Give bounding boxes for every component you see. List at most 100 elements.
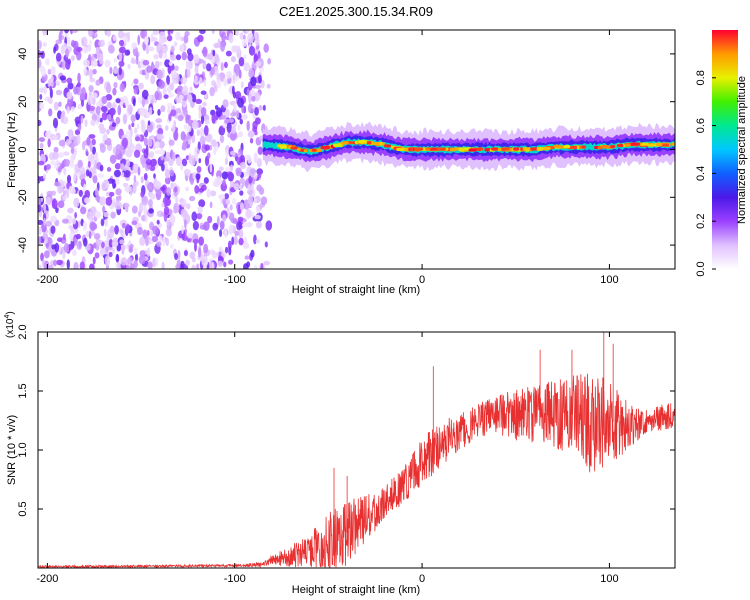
spectrogram-noise-speckle xyxy=(153,54,159,60)
spectrogram-noise-speckle xyxy=(121,137,129,148)
spectrogram-noise-speckle xyxy=(227,171,235,182)
spectrogram-noise-speckle xyxy=(115,98,121,104)
spectrogram-noise-speckle xyxy=(166,186,172,196)
spectrogram-noise-speckle xyxy=(112,67,119,74)
spectrogram-noise-speckle xyxy=(180,44,184,53)
spectrogram-noise-speckle xyxy=(207,215,213,224)
spectrogram-noise-speckle xyxy=(58,139,66,147)
spectrogram-noise-speckle xyxy=(213,65,219,76)
spectrogram-noise-speckle xyxy=(156,69,163,80)
spectrogram-noise-speckle xyxy=(143,172,148,181)
spectrogram-noise-speckle xyxy=(106,129,110,135)
spectrogram-noise-speckle xyxy=(154,90,160,101)
spectrogram-noise-speckle xyxy=(119,82,125,93)
spectrogram-noise-speckle xyxy=(169,54,177,61)
spectrogram-noise-speckle xyxy=(228,118,235,123)
spectrogram-noise-speckle xyxy=(88,30,94,37)
spectrogram-noise-speckle xyxy=(211,113,216,124)
spectrogram-noise-speckle xyxy=(135,54,139,65)
spectrogram-noise-speckle xyxy=(40,50,45,59)
spectrogram-noise-speckle xyxy=(141,97,146,108)
spectrogram-noise-speckle xyxy=(183,109,188,116)
spectrogram-noise-speckle xyxy=(218,125,226,136)
spectrogram-signal-band xyxy=(262,121,675,173)
spectrogram-noise-speckle xyxy=(211,80,217,87)
spectrogram-noise-speckle xyxy=(263,43,269,53)
snr-x-axis-label: Height of straight line (km) xyxy=(292,584,420,596)
spectrogram-noise-speckle xyxy=(263,260,271,266)
spectrogram-noise-speckle xyxy=(139,107,146,117)
spectrogram-noise-speckle xyxy=(248,93,252,103)
spectrogram-noise-speckle xyxy=(38,119,42,127)
spectrogram-noise-speckle xyxy=(185,186,189,192)
spectrogram-noise-speckle xyxy=(182,140,188,151)
spectrogram-noise-speckle xyxy=(57,237,63,243)
spectrogram-noise-speckle xyxy=(206,188,211,198)
spectrogram-noise-speckle xyxy=(242,242,250,250)
spectrogram-noise-speckle xyxy=(115,188,122,196)
spectrogram-noise-speckle xyxy=(42,258,45,268)
spectrogram-noise-speckle xyxy=(66,91,73,100)
spectrogram-noise-speckle xyxy=(248,195,254,206)
spectrogram-noise-speckle xyxy=(58,31,62,43)
spectrogram-noise-region xyxy=(38,30,273,269)
spectrogram-noise-speckle xyxy=(165,237,170,247)
spectrogram-peak-mark xyxy=(553,144,559,149)
spectrogram-noise-speckle xyxy=(115,144,122,153)
spectrogram-noise-speckle xyxy=(168,214,176,225)
snr-scale-prefix: (x10 xyxy=(5,318,16,338)
spectrogram-noise-speckle xyxy=(216,215,220,226)
spectrogram-noise-speckle xyxy=(38,235,42,245)
spectrogram-noise-speckle xyxy=(171,123,176,133)
snr-scale-exponent: 4 xyxy=(4,315,11,319)
spectrogram-noise-speckle xyxy=(83,67,87,74)
spectrogram-noise-speckle xyxy=(99,144,106,153)
spectrogram-noise-speckle xyxy=(267,58,272,65)
spectrogram-noise-speckle xyxy=(253,234,257,245)
spectrogram-noise-speckle xyxy=(254,117,261,125)
spectrogram-noise-speckle xyxy=(45,220,53,227)
spectrogram-noise-speckle xyxy=(219,134,225,144)
spectrogram-noise-speckle xyxy=(130,59,137,64)
spectrogram-noise-speckle xyxy=(73,86,79,95)
spectrogram-noise-speckle xyxy=(108,251,113,258)
spectrogram-noise-speckle xyxy=(233,235,238,245)
spectrogram-noise-speckle xyxy=(94,252,100,259)
spectrogram-noise-speckle xyxy=(224,228,228,239)
spectrogram-noise-speckle xyxy=(141,161,146,169)
spectrogram-noise-speckle xyxy=(70,106,76,112)
spectrogram-noise-speckle xyxy=(74,212,77,219)
spectrogram-peak-mark xyxy=(436,147,446,151)
spectrogram-noise-speckle xyxy=(49,85,53,91)
spectrogram-noise-speckle xyxy=(203,125,209,136)
spectrogram-noise-speckle xyxy=(131,205,138,214)
spectrogram-noise-speckle xyxy=(170,45,175,53)
spectrogram-noise-speckle xyxy=(169,83,175,91)
spectrogram-noise-speckle xyxy=(238,228,244,239)
spectrogram-noise-speckle xyxy=(218,193,226,200)
spectrogram-noise-speckle xyxy=(112,35,117,41)
spectrogram-noise-speckle xyxy=(147,46,155,52)
spectrogram-noise-speckle xyxy=(180,131,186,141)
spectrogram-noise-speckle xyxy=(161,261,165,269)
spectrogram-noise-speckle xyxy=(188,59,193,70)
spectrogram-noise-speckle xyxy=(125,130,131,141)
spectrogram-noise-speckle xyxy=(144,36,149,46)
spectrogram-noise-speckle xyxy=(186,48,192,56)
spectrogram-noise-speckle xyxy=(130,114,136,123)
spectrogram-noise-speckle xyxy=(162,235,166,247)
spectrogram-noise-speckle xyxy=(154,141,160,149)
spectrogram-noise-speckle xyxy=(253,198,257,204)
spectrogram-noise-speckle xyxy=(95,106,101,115)
spectrogram-noise-speckle xyxy=(71,30,78,34)
spectrogram-noise-speckle xyxy=(119,239,125,245)
spectrogram-noise-speckle xyxy=(133,247,138,255)
spectrogram-peak-mark xyxy=(458,147,465,152)
spectrogram-noise-speckle xyxy=(55,52,62,62)
spectrogram-noise-speckle xyxy=(147,94,153,101)
spectrogram-noise-speckle xyxy=(38,58,42,69)
spectrogram-noise-speckle xyxy=(218,251,222,257)
spectrogram-noise-speckle xyxy=(250,76,257,87)
spectrogram-noise-speckle xyxy=(145,236,149,247)
spectrogram-noise-speckle xyxy=(119,244,126,251)
